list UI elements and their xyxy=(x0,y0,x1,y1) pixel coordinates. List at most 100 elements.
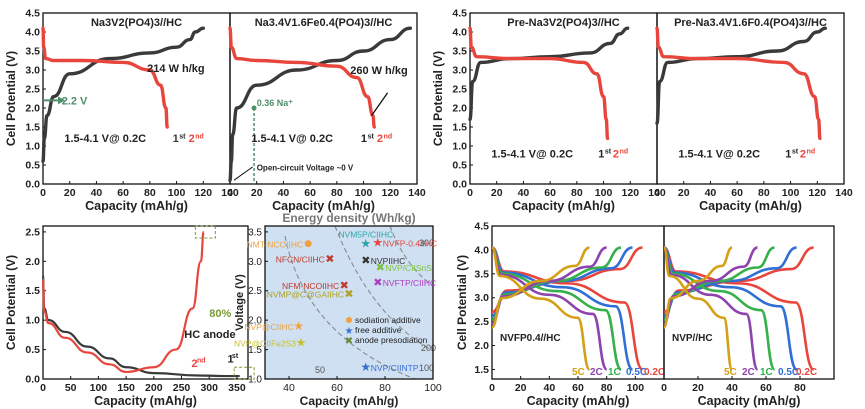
x-tick-label: 140 xyxy=(648,187,666,199)
x-tick-label: 20 xyxy=(515,382,527,394)
p8-frame xyxy=(663,225,835,380)
x-tick-label: 80 xyxy=(571,187,583,199)
rate-label: 5C xyxy=(572,367,585,378)
y-tick-label: 2.0 xyxy=(25,256,40,268)
rate-label: 0.2C xyxy=(796,367,817,378)
panel-title: NVP//HC xyxy=(672,333,713,344)
highlight-box xyxy=(194,225,216,239)
x-tick-label: 60 xyxy=(304,187,316,199)
y-axis-label: Cell Potential (V) xyxy=(455,255,469,350)
y-tick-label: 0.0 xyxy=(452,179,467,191)
cycle-1-sup: st xyxy=(368,133,375,140)
hc-anode-label: HC anode xyxy=(184,329,235,341)
ocv-label: Open-circuit Voltage ~0 V xyxy=(257,164,354,173)
x-tick-label: 140 xyxy=(408,187,426,199)
rate-label: 1C xyxy=(608,367,621,378)
data-point: ★ xyxy=(372,235,383,249)
legend-marker: ★ xyxy=(345,326,354,337)
x-tick-label: 60 xyxy=(331,382,343,394)
highlight-box xyxy=(233,366,255,380)
x-tick-label: 140 xyxy=(221,187,239,199)
y-tick-label: 3.0 xyxy=(25,65,40,77)
x-tick-label: 60 xyxy=(544,187,556,199)
discharge-curve-5C xyxy=(490,246,591,371)
x-tick-label: 50 xyxy=(65,382,77,394)
y-tick-label: 1.0 xyxy=(25,141,40,153)
x-tick-label: 350 xyxy=(228,382,246,394)
cycle-2-label: 2 xyxy=(613,148,619,160)
y-tick-label: 1.0 xyxy=(452,141,467,153)
x-tick-label: 120 xyxy=(809,187,827,199)
x-axis-label: Capacity (mAh/g) xyxy=(300,394,399,408)
x-tick-label: 250 xyxy=(173,382,191,394)
cycle-1-label: 1 xyxy=(173,133,179,145)
discharge-curve-0.2C xyxy=(491,246,644,371)
x-axis-label: Capacity (mAh/g) xyxy=(272,199,375,213)
cycle-2-sup: nd xyxy=(807,149,816,156)
y-tick-label: 1.5 xyxy=(25,285,40,297)
y-tick-label: 1.5 xyxy=(452,122,467,134)
x-tick-label: 20 xyxy=(491,187,503,199)
cycle-1-label: 1 xyxy=(228,354,234,366)
y-tick-label: 3.5 xyxy=(25,46,40,58)
contour-label: 100 xyxy=(419,363,434,373)
contour-label: 50 xyxy=(315,365,325,375)
x-tick-label: 60 xyxy=(117,187,129,199)
rate-label: 5C xyxy=(724,367,737,378)
series-2nd xyxy=(228,26,376,129)
y-tick-label: 2.5 xyxy=(25,226,40,238)
x-tick-label: 40 xyxy=(543,382,555,394)
x-tick-label: 0 xyxy=(661,382,667,394)
data-point: ✖ xyxy=(344,288,353,301)
data-point: ★ xyxy=(360,360,371,374)
y-tick-label: 4.0 xyxy=(25,27,40,39)
rate-label: 0.2C xyxy=(644,367,665,378)
y-axis-label: Cell Potential (V) xyxy=(4,51,18,146)
panel-title: Na3.4V1.6Fe0.4(PO4)3//HC xyxy=(255,17,393,29)
x-tick-label: 120 xyxy=(622,187,640,199)
cycle-1-label: 1 xyxy=(598,148,604,160)
point-label: NVP/CIINTP xyxy=(371,363,419,373)
x-tick-label: 0 xyxy=(467,187,473,199)
point-label: NFCN/CIIHC xyxy=(276,254,325,264)
series-1st xyxy=(468,26,630,122)
x-axis-label: Capacity (mAh/g) xyxy=(699,199,802,213)
ocv-arrow xyxy=(233,166,253,181)
y-tick-label: 3.0 xyxy=(474,292,489,304)
cycle-1-label: 1 xyxy=(785,148,791,160)
y-tick-label: 0.0 xyxy=(25,374,40,386)
y-tick-label: 0.5 xyxy=(25,344,40,356)
voltage-annotation: 2.2 V xyxy=(62,95,88,107)
panel-title: NVFP0.4//HC xyxy=(500,333,561,344)
efficiency-label: 80% xyxy=(209,308,231,320)
voltage-range-label: 1.5-4.1 V@ 0.2C xyxy=(491,148,573,160)
y-tick-label: 3.5 xyxy=(452,46,467,58)
x-tick-label: 100 xyxy=(782,187,800,199)
data-point xyxy=(304,240,312,248)
x-tick-label: 300 xyxy=(200,382,218,394)
x-tick-label: 40 xyxy=(726,382,738,394)
data-point: ✖ xyxy=(376,261,385,274)
y-tick-label: 2.0 xyxy=(452,103,467,115)
x-tick-label: 40 xyxy=(705,187,717,199)
series-2nd xyxy=(41,230,205,374)
x-tick-label: 0 xyxy=(40,187,46,199)
x-tick-label: 20 xyxy=(251,187,263,199)
x-tick-label: 100 xyxy=(595,187,613,199)
x-axis-label: Capacity (mAh/g) xyxy=(698,394,801,408)
x-tick-label: 40 xyxy=(278,187,290,199)
y-tick-label: 4.0 xyxy=(452,27,467,39)
y-tick-label: 2.5 xyxy=(452,84,467,96)
cycle-2-sup: nd xyxy=(195,133,204,140)
y-tick-label: 1.0 xyxy=(25,315,40,327)
legend-marker: ✖ xyxy=(345,336,353,347)
y-tick-label: 1.5 xyxy=(25,122,40,134)
y-axis-label: Cell Potential (V) xyxy=(431,51,445,146)
point-label: NVPIIHC xyxy=(371,256,405,266)
legend-label: sodiation additive xyxy=(355,315,421,325)
rate-label: 1C xyxy=(760,367,773,378)
y-tick-label: 4.5 xyxy=(25,8,40,20)
data-point: ✖ xyxy=(325,252,334,265)
data-point: ★ xyxy=(296,336,307,350)
